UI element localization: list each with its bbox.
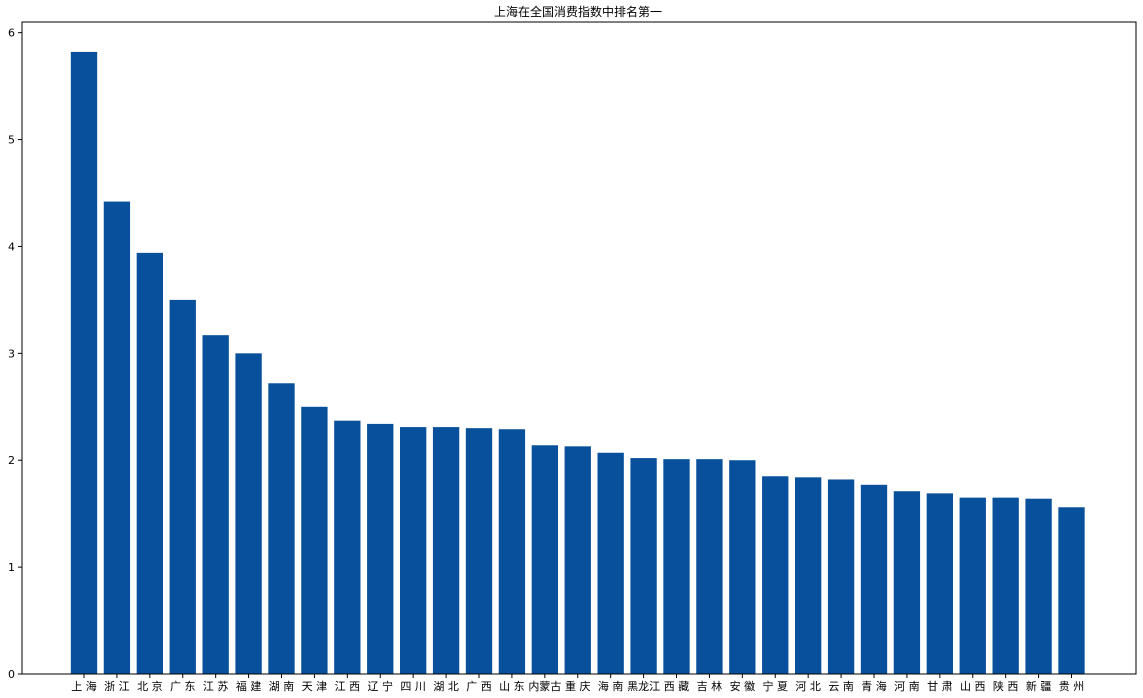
bar-江苏 (202, 335, 229, 674)
bar-西藏 (663, 459, 690, 674)
x-tick-label: 云 南 (828, 680, 854, 693)
bar-新疆 (1025, 498, 1052, 674)
bar-浙江 (103, 201, 131, 674)
x-tick-label: 湖 南 (269, 680, 295, 693)
x-axis-ticks: 上 海浙 江北 京广 东江 苏福 建湖 南天 津江 西辽 宁四 川湖 北广 西山… (71, 674, 1084, 693)
x-tick-label: 重 庆 (565, 679, 591, 693)
x-tick-label: 海 南 (598, 679, 624, 693)
bar-黑龙江 (630, 458, 657, 674)
x-tick-label: 辽 宁 (368, 679, 394, 693)
plot-frame (21, 21, 1137, 675)
y-tick-label: 1 (8, 561, 15, 574)
bar-宁夏 (762, 476, 789, 674)
y-tick-label: 3 (8, 347, 15, 360)
x-tick-label: 四 川 (400, 680, 426, 693)
x-tick-label: 江 西 (335, 680, 361, 693)
bar-甘肃 (926, 493, 953, 674)
x-tick-label: 河 南 (894, 680, 920, 693)
bar-福建 (235, 353, 262, 674)
x-tick-label: 广 西 (466, 680, 492, 693)
x-tick-label: 西 藏 (664, 680, 690, 693)
y-tick-label: 2 (8, 454, 15, 467)
x-tick-label: 贵 州 (1059, 680, 1085, 693)
x-tick-label: 广 东 (170, 680, 196, 693)
chart-title: 上海在全国消费指数中排名第一 (494, 4, 662, 19)
x-tick-label: 天 津 (302, 680, 328, 693)
x-tick-label: 山 东 (499, 680, 525, 693)
bar-河北 (795, 477, 822, 674)
bar-安徽 (729, 460, 756, 674)
bar-内蒙古 (531, 445, 558, 674)
bar-山西 (959, 497, 986, 674)
bar-天津 (301, 406, 328, 674)
y-tick-label: 6 (8, 27, 15, 40)
bar-广西 (465, 428, 493, 674)
bar-四川 (400, 427, 427, 674)
y-tick-label: 0 (8, 668, 15, 681)
x-tick-label: 浙 江 (104, 680, 130, 693)
bar-上海 (70, 51, 98, 675)
x-tick-label: 安 徽 (730, 679, 756, 693)
x-tick-label: 新 疆 (1026, 679, 1052, 693)
y-tick-label: 4 (8, 240, 15, 253)
bar-山东 (498, 429, 526, 674)
bar-青海 (860, 484, 888, 674)
bar-湖南 (268, 383, 295, 674)
bar-group (70, 51, 1085, 675)
x-tick-label: 黑龙江 (627, 680, 660, 693)
bar-海南 (597, 452, 624, 674)
x-tick-label: 甘 肃 (927, 680, 953, 693)
x-tick-label: 北 京 (137, 679, 163, 693)
x-tick-label: 河 北 (795, 680, 821, 693)
y-axis-ticks: 0 1 2 3 4 5 6 (8, 27, 22, 681)
x-tick-label: 湖 北 (433, 680, 459, 693)
bar-云南 (827, 479, 855, 674)
bar-贵州 (1058, 507, 1085, 674)
x-tick-label: 福 建 (236, 679, 262, 693)
x-tick-label: 吉 林 (697, 679, 723, 693)
bar-北京 (136, 252, 163, 674)
bar-陕西 (992, 497, 1019, 674)
x-tick-label: 青 海 (861, 679, 887, 693)
x-tick-label: 宁 夏 (763, 679, 789, 693)
bar-广东 (169, 299, 196, 674)
x-tick-label: 江 苏 (203, 680, 229, 693)
y-tick-label: 5 (8, 134, 15, 147)
x-tick-label: 上 海 (71, 679, 97, 693)
bar-辽宁 (367, 423, 394, 674)
bar-重庆 (564, 446, 591, 674)
x-tick-label: 内蒙古 (528, 679, 561, 693)
bar-河南 (893, 491, 921, 674)
bar-吉林 (696, 459, 723, 674)
x-tick-label: 山 西 (960, 680, 986, 693)
bar-江西 (334, 420, 361, 674)
bar-湖北 (432, 427, 460, 674)
x-tick-label: 陕 西 (993, 679, 1019, 693)
